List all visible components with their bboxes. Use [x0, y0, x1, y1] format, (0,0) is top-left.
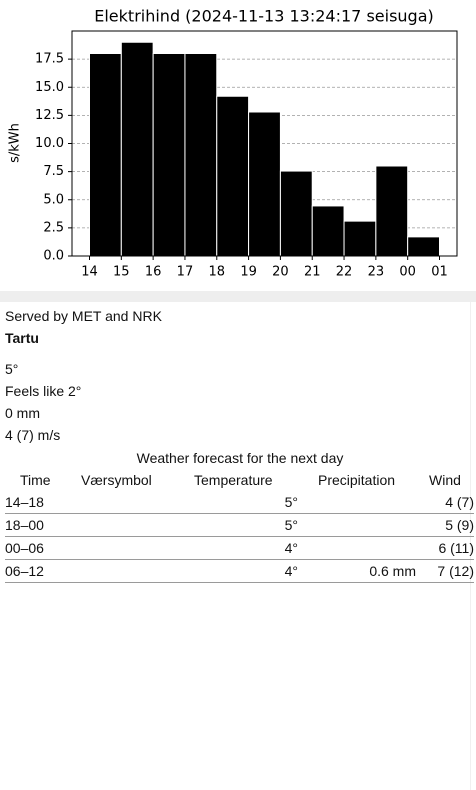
bar — [184, 53, 218, 257]
x-tick-label: 23 — [368, 265, 385, 280]
row-border — [5, 559, 474, 560]
x-tick-label: 20 — [272, 265, 289, 280]
time-cell: 00–06 — [5, 540, 44, 556]
bar — [375, 165, 409, 257]
y-tick-label: 0.0 — [43, 249, 64, 264]
y-tick-label: 17.5 — [35, 52, 64, 67]
y-tick-label: 2.5 — [43, 220, 64, 235]
table-caption: Weather forecast for the next day — [136, 450, 344, 466]
x-tick-label: 22 — [336, 265, 353, 280]
wind-cell: 5 (9) — [445, 517, 474, 533]
time-cell: 18–00 — [5, 517, 44, 533]
bar — [248, 111, 281, 257]
x-tick-label: 01 — [431, 265, 448, 280]
header-cell: Wind — [429, 472, 461, 488]
y-tick-label: 7.5 — [43, 164, 64, 179]
x-tick-label: 21 — [304, 265, 321, 280]
wind-cell: 7 (12) — [437, 563, 474, 579]
bar — [407, 236, 441, 257]
bar — [343, 220, 377, 257]
temperature-cell: 4° — [284, 540, 298, 556]
precipitation-cell: 0.6 mm — [369, 563, 416, 579]
header-cell: Time — [20, 472, 51, 488]
x-tick-label: 19 — [240, 265, 257, 280]
y-axis-label: s/kWh — [8, 123, 23, 163]
temperature-cell: 4° — [284, 563, 298, 579]
bar — [152, 53, 186, 257]
feels-like: Feels like 2° — [5, 383, 82, 399]
location: Tartu — [5, 330, 39, 346]
header-cell: Precipitation — [318, 472, 396, 488]
row-border — [5, 513, 474, 514]
time-cell: 06–12 — [5, 563, 44, 579]
wind: 4 (7) m/s — [5, 427, 61, 443]
bar — [216, 95, 250, 257]
temperature-cell: 5° — [284, 517, 298, 533]
y-tick-label: 5.0 — [43, 192, 64, 207]
row-border — [5, 582, 474, 583]
weather-widget: Served by MET and NRK Tartu 5° Feels lik… — [0, 302, 476, 790]
header-cell: Temperature — [194, 472, 273, 488]
border — [470, 302, 471, 790]
separator — [0, 291, 476, 302]
plot-frame — [71, 30, 458, 257]
wind-cell: 6 (11) — [438, 540, 474, 556]
x-tick-label: 17 — [177, 265, 194, 280]
bar — [279, 170, 313, 257]
bar — [120, 41, 154, 257]
wind-cell: 4 (7) — [445, 494, 474, 510]
y-tick-label: 15.0 — [35, 80, 64, 95]
header-cell: Værsymbol — [81, 472, 152, 488]
temperature: 5° — [5, 361, 19, 377]
chart-title: Elektrihind (2024-11-13 13:24:17 seisuga… — [94, 7, 434, 26]
x-tick-label: 15 — [113, 265, 130, 280]
x-tick-label: 00 — [399, 265, 416, 280]
attribution: Served by MET and NRK — [5, 308, 162, 324]
temperature-cell: 5° — [284, 494, 298, 510]
y-tick-label: 12.5 — [35, 108, 64, 123]
bar — [89, 53, 122, 257]
y-tick-label: 10.0 — [35, 136, 64, 151]
row-border — [5, 536, 474, 537]
x-tick-label: 16 — [145, 265, 162, 280]
precipitation: 0 mm — [5, 405, 40, 421]
time-cell: 14–18 — [5, 494, 44, 510]
bar — [311, 205, 345, 257]
x-tick-label: 18 — [208, 265, 225, 280]
x-tick-label: 14 — [81, 265, 98, 280]
chart: Elektrihind (2024-11-13 13:24:17 seisuga… — [8, 7, 458, 280]
